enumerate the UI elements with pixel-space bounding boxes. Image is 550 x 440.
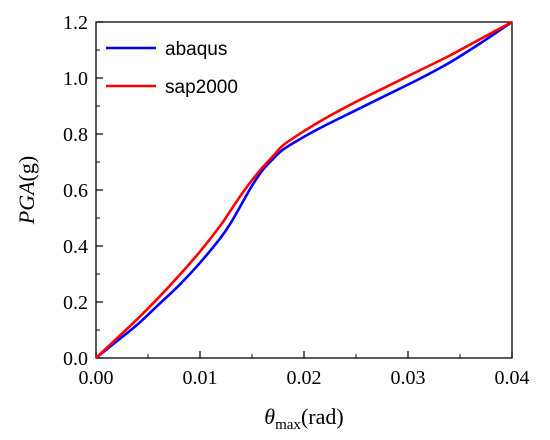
plot-frame [96,22,512,358]
y-tick-label: 0.6 [63,180,88,202]
y-tick-label: 0.0 [63,348,88,370]
x-tick-label: 0.03 [391,367,426,389]
x-tick-label: 0.01 [183,367,218,389]
axis-ticks [96,22,512,358]
axis-tick-labels: 0.00 0.01 0.02 0.03 0.04 0.0 0.2 0.4 0.6 0.8 1.0 1.… [63,12,530,389]
y-tick-label: 0.8 [63,124,88,146]
series-line-sap2000 [96,22,512,358]
x-tick-label: 0.04 [495,367,530,389]
y-tick-label: 1.0 [63,68,88,90]
x-axis-label: θmax(rad) [264,404,343,433]
x-tick-label: 0.02 [287,367,322,389]
y-tick-label: 0.4 [63,236,88,258]
legend-label-abaqus: abaqus [165,39,227,60]
y-tick-label: 1.2 [63,12,88,34]
series-lines [96,22,512,358]
legend-label-sap2000: sap2000 [165,77,238,98]
y-axis-label: PGA(g) [14,156,39,225]
x-tick-label: 0.00 [79,367,114,389]
y-tick-label: 0.2 [63,292,88,314]
legend: abaqus sap2000 [106,39,238,98]
series-line-abaqus [96,22,512,358]
